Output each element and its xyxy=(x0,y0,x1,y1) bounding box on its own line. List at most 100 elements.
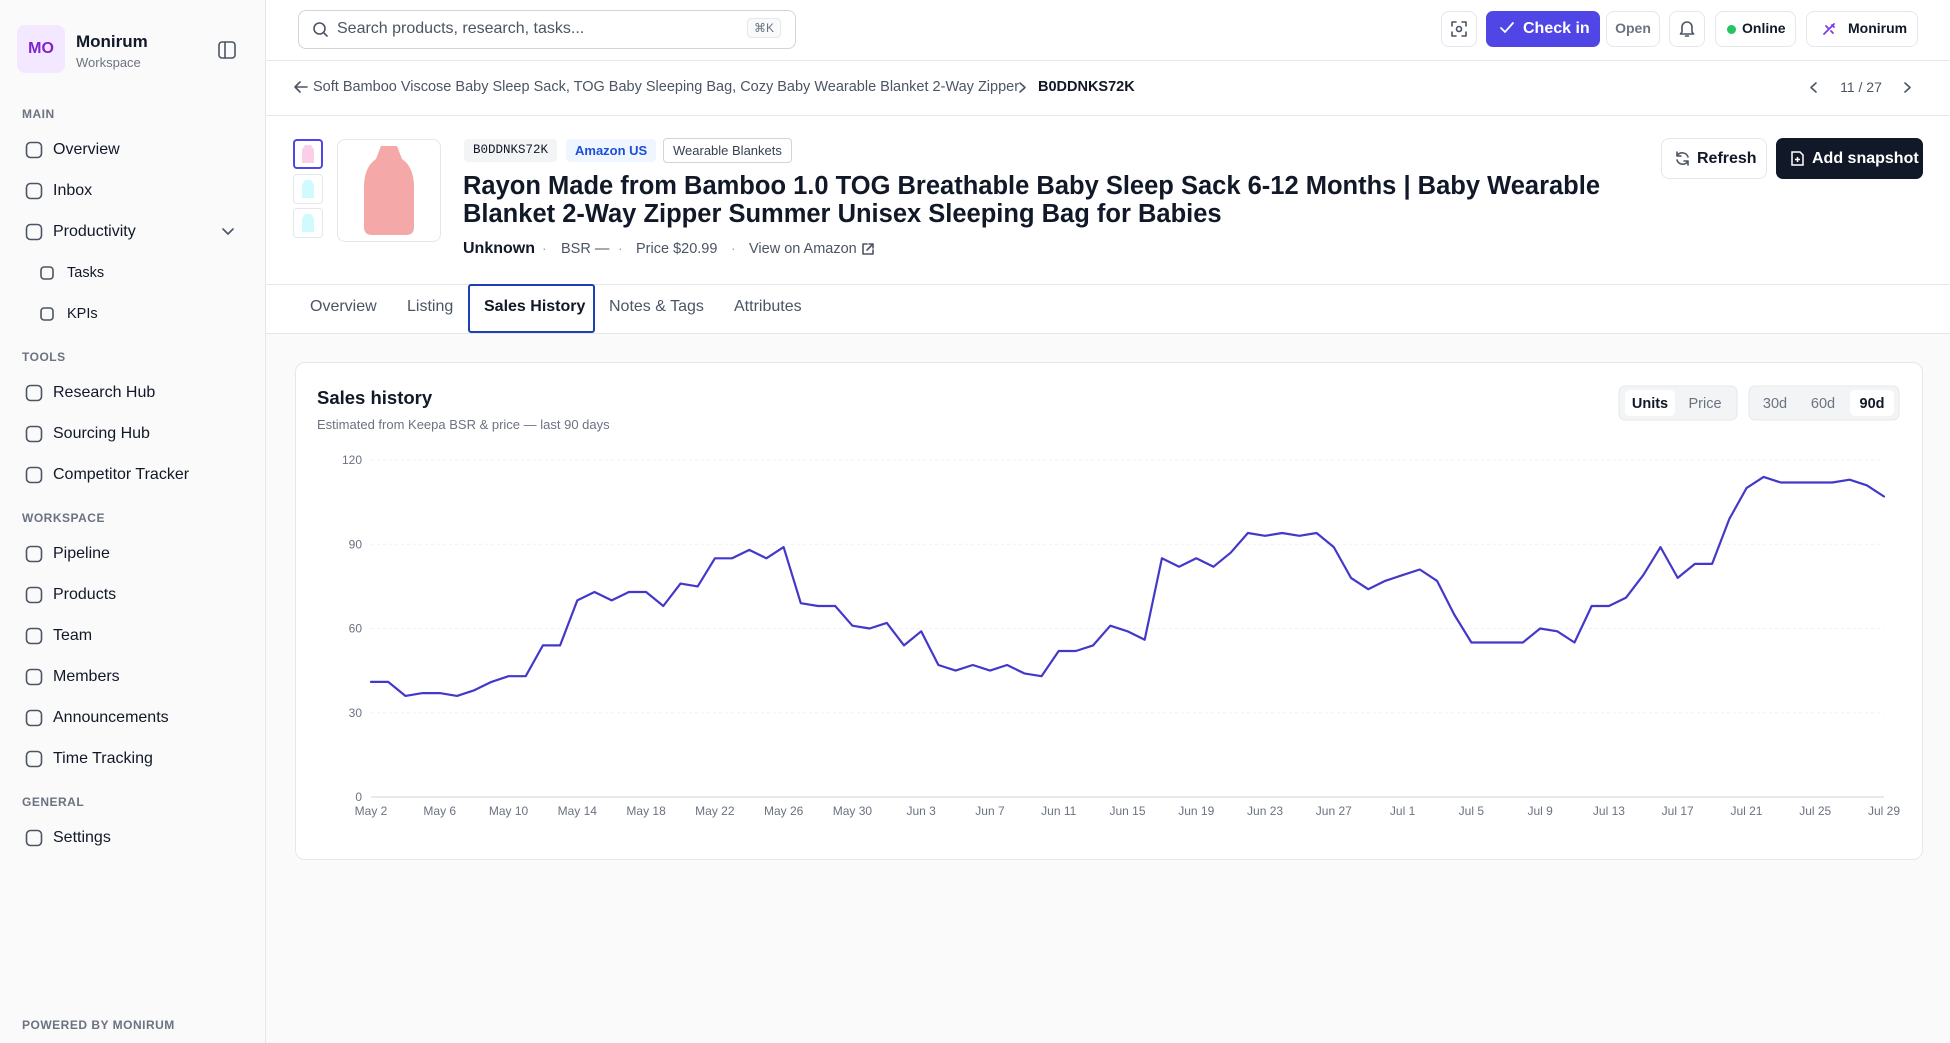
nav-label: Inbox xyxy=(53,182,93,199)
nav-item[interactable] xyxy=(12,132,252,168)
divider xyxy=(266,115,1950,116)
range-toggle[interactable]: 30d xyxy=(1763,396,1787,412)
range-toggle[interactable]: 60d xyxy=(1811,396,1835,412)
nav-item[interactable] xyxy=(12,820,252,856)
refresh-button[interactable] xyxy=(1661,138,1767,179)
search-box[interactable] xyxy=(298,10,796,49)
open-label: Open xyxy=(1615,20,1651,36)
nav-label: Overview xyxy=(53,141,120,158)
asin-badge: B0DDNKS72K xyxy=(464,139,558,162)
nav-label: Products xyxy=(53,586,117,603)
x-tick-label: May 10 xyxy=(489,804,529,818)
status-label: Online xyxy=(1742,20,1786,36)
refresh-icon xyxy=(1676,151,1689,166)
nav-label: Team xyxy=(53,627,93,644)
nav-label: Announcements xyxy=(53,709,169,726)
section-title: TOOLS xyxy=(22,350,66,364)
x-tick-label: May 6 xyxy=(423,804,456,818)
divider xyxy=(266,60,1950,61)
nav-label: Pipeline xyxy=(53,545,110,562)
nav-label: Members xyxy=(53,668,120,685)
amazon-link[interactable]: View on Amazon xyxy=(749,241,857,257)
x-tick-label: May 2 xyxy=(355,804,388,818)
search-icon xyxy=(313,22,328,37)
bsr: BSR — xyxy=(561,241,610,257)
open-button[interactable] xyxy=(1606,11,1660,47)
x-tick-label: Jun 19 xyxy=(1178,804,1214,818)
user-button[interactable] xyxy=(1806,11,1918,47)
nav-icon xyxy=(25,425,43,443)
toggle-active xyxy=(1625,390,1675,416)
thumbnail-art xyxy=(302,180,314,198)
nav-icon xyxy=(25,466,43,484)
nav-icon xyxy=(25,586,43,604)
nav-icon xyxy=(25,141,43,159)
nav-icon xyxy=(25,384,43,402)
x-tick-label: Jul 9 xyxy=(1527,804,1553,818)
meta-sep: · xyxy=(542,240,547,256)
x-tick-label: Jun 23 xyxy=(1247,804,1283,818)
check-icon xyxy=(1500,22,1514,34)
nav-label: Sourcing Hub xyxy=(53,425,150,442)
nav-icon xyxy=(40,307,54,321)
tab-active[interactable] xyxy=(468,284,595,333)
tab[interactable]: Overview xyxy=(310,298,377,315)
tab[interactable]: Notes & Tags xyxy=(609,298,704,315)
x-tick-label: Jul 25 xyxy=(1799,804,1831,818)
tab: Sales History xyxy=(484,298,586,315)
workspace-name: Monirum xyxy=(76,32,148,51)
x-tick-label: May 26 xyxy=(764,804,804,818)
refresh-label: Refresh xyxy=(1697,150,1757,167)
thumbnail-art xyxy=(302,145,314,163)
tab[interactable]: Attributes xyxy=(734,298,802,315)
nav-icon xyxy=(25,627,43,645)
range-toggle[interactable]: 90d xyxy=(1860,396,1885,412)
nav-item[interactable] xyxy=(12,173,252,209)
divider xyxy=(266,284,1950,285)
check-in-button[interactable] xyxy=(1486,11,1600,47)
metric-toggle[interactable]: Price xyxy=(1688,396,1721,412)
tab[interactable]: Listing xyxy=(407,298,454,315)
snapshot-button[interactable] xyxy=(1776,138,1923,179)
snapshot-label: Add snapshot xyxy=(1812,150,1919,167)
x-tick-label: May 30 xyxy=(833,804,873,818)
thumbnail-art xyxy=(302,214,314,232)
nav-icon xyxy=(25,750,43,768)
brand: Unknown xyxy=(463,240,535,257)
nav-label: KPIs xyxy=(67,306,98,322)
x-tick-label: Jul 1 xyxy=(1390,804,1416,818)
section-title: WORKSPACE xyxy=(22,511,105,525)
nav-item[interactable] xyxy=(12,536,252,572)
shortcut: ⌘K xyxy=(747,18,782,38)
nav-item[interactable] xyxy=(12,577,252,613)
user-icon xyxy=(1823,23,1835,35)
x-tick-label: Jun 15 xyxy=(1109,804,1145,818)
sidebar xyxy=(0,0,266,1043)
nav-item[interactable] xyxy=(12,659,252,695)
divider xyxy=(266,333,1950,334)
y-tick-label: 0 xyxy=(355,790,362,804)
scan-button[interactable] xyxy=(1441,11,1477,47)
x-tick-label: Jul 17 xyxy=(1662,804,1694,818)
y-tick-label: 30 xyxy=(349,706,363,720)
metric-toggle[interactable]: Units xyxy=(1632,396,1668,412)
price: Price $20.99 xyxy=(636,241,718,257)
search-placeholder: Search products, research, tasks... xyxy=(337,20,585,37)
sales-line xyxy=(369,475,1886,697)
x-tick-label: Jun 7 xyxy=(975,804,1005,818)
y-tick-label: 90 xyxy=(349,537,363,551)
x-tick-label: May 18 xyxy=(626,804,666,818)
notifications-button[interactable] xyxy=(1669,11,1705,47)
meta-sep: · xyxy=(618,240,623,256)
meta-sep: · xyxy=(731,240,736,256)
y-tick-label: 120 xyxy=(342,453,362,467)
nav-item[interactable] xyxy=(12,618,252,654)
chart-title: Sales history xyxy=(317,387,433,408)
nav-icon xyxy=(25,182,43,200)
scan-icon xyxy=(1451,21,1467,37)
chart: Sales history Estimated from Keepa BSR & … xyxy=(317,385,1900,818)
breadcrumb-parent[interactable]: Soft Bamboo Viscose Baby Sleep Sack, TOG… xyxy=(313,79,1020,95)
bell-icon xyxy=(1679,21,1695,37)
section-title: MAIN xyxy=(22,107,55,121)
